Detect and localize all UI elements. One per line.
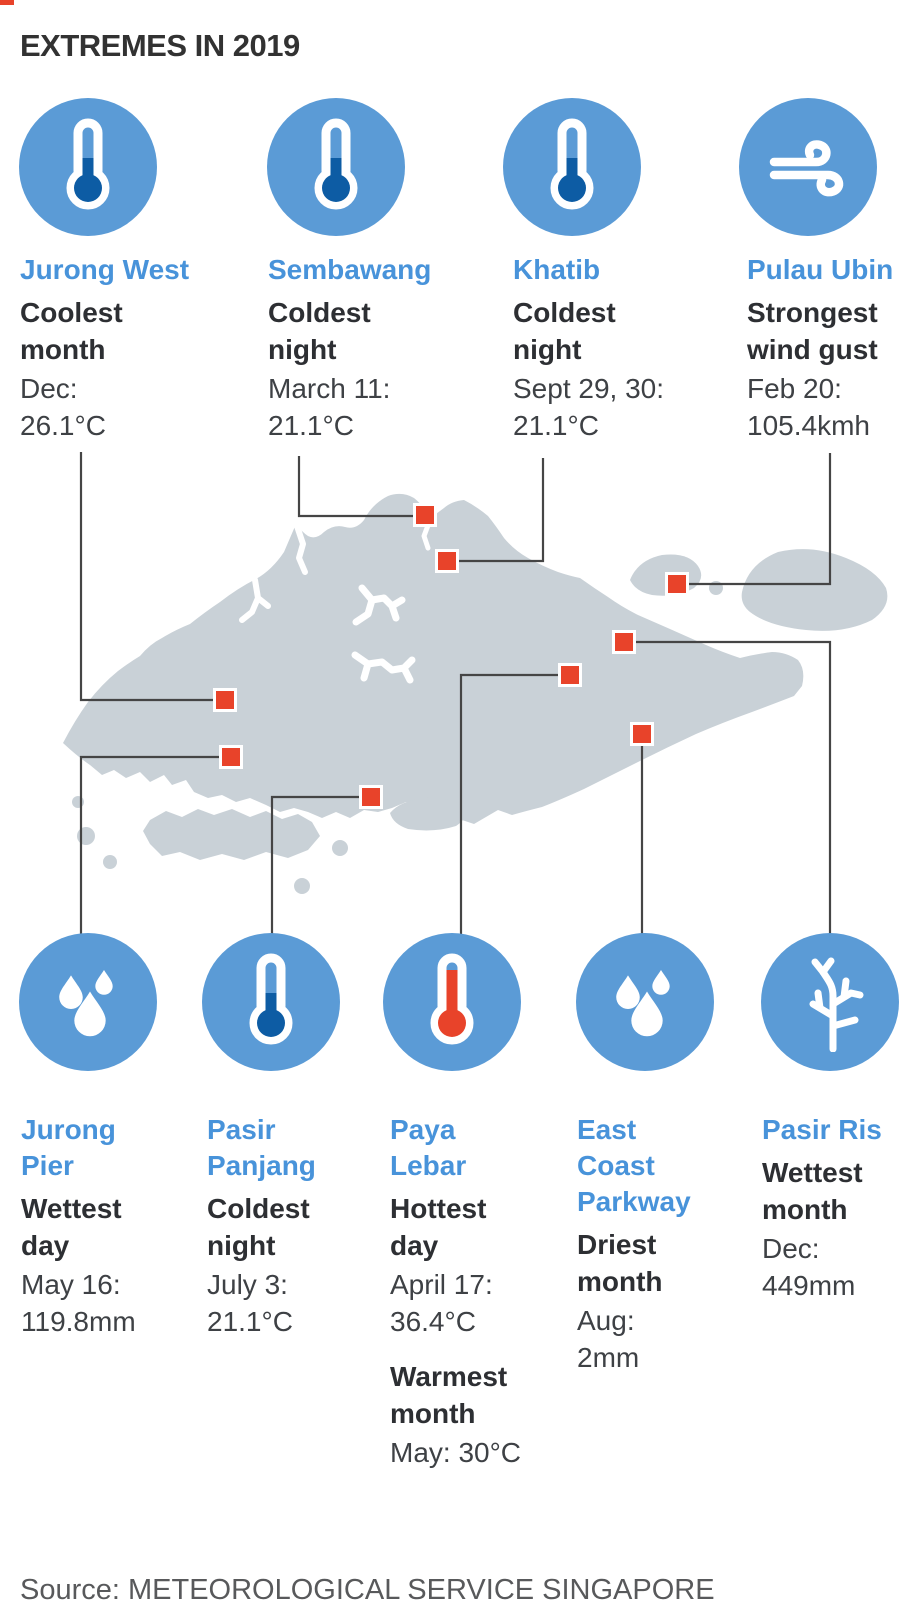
marker-sembawang: [413, 503, 437, 527]
marker-jurong-west: [213, 688, 237, 712]
stat-label: Driest month: [577, 1229, 663, 1297]
card-pasir-ris: Pasir Ris Wettest month Dec: 449mm: [762, 1112, 917, 1304]
thermometer-hot-icon: [430, 953, 474, 1045]
connector-pulau-ubin: [677, 453, 832, 586]
map-mainland: [63, 493, 804, 824]
stat-label-2: Warmest month: [390, 1361, 508, 1429]
connector-sembawang: [297, 456, 425, 518]
stat-label: Coolest month: [20, 297, 123, 365]
connector-pasir-ris: [624, 640, 832, 937]
map-islet: [103, 855, 117, 869]
thermometer-cold-icon: [66, 118, 110, 210]
stat-value: May 16: 119.8mm: [21, 1269, 136, 1337]
card-east-coast-parkway: East Coast Parkway Driest month Aug: 2mm: [577, 1112, 757, 1376]
stat-value: Feb 20: 105.4kmh: [747, 373, 870, 441]
marker-east-coast-parkway: [630, 722, 654, 746]
stat-value: Aug: 2mm: [577, 1305, 640, 1373]
location-name: Jurong West: [20, 254, 190, 285]
icon-circle-pasir-panjang: [202, 933, 340, 1071]
card-pulau-ubin: Pulau Ubin Strongest wind gust Feb 20: 1…: [747, 252, 920, 444]
map-islet: [332, 840, 348, 856]
connector-paya-lebar: [459, 673, 570, 937]
icon-circle-pulau-ubin: [739, 98, 877, 236]
icon-circle-east-coast-parkway: [576, 933, 714, 1071]
card-jurong-pier: Jurong Pier Wettest day May 16: 119.8mm: [21, 1112, 196, 1340]
location-name: Paya Lebar: [390, 1114, 467, 1181]
source-credit: Source: METEOROLOGICAL SERVICE SINGAPORE…: [20, 1518, 715, 1601]
connector-jurong-west: [79, 452, 225, 702]
map-reservoirs: [177, 517, 433, 684]
location-name: Pasir Panjang: [207, 1114, 316, 1181]
location-name: Pulau Ubin: [747, 254, 894, 285]
marker-khatib: [435, 549, 459, 573]
icon-circle-pasir-ris: [761, 933, 899, 1071]
thermometer-cold-icon: [550, 118, 594, 210]
map-islet: [77, 827, 95, 845]
card-pasir-panjang: Pasir Panjang Coldest night July 3: 21.1…: [207, 1112, 377, 1340]
map-island-tekong: [741, 549, 888, 631]
location-name: Pasir Ris: [762, 1114, 882, 1145]
marker-pulau-ubin: [665, 572, 689, 596]
marker-paya-lebar: [558, 663, 582, 687]
icon-circle-khatib: [503, 98, 641, 236]
stat-value: Dec: 26.1°C: [20, 373, 106, 441]
location-name: Sembawang: [268, 254, 432, 285]
location-name: East Coast Parkway: [577, 1114, 691, 1217]
stat-value: Dec: 449mm: [762, 1233, 856, 1301]
map-island-jurong: [143, 809, 320, 860]
raindrops-icon: [616, 969, 670, 1037]
stat-value: March 11: 21.1°C: [268, 373, 391, 441]
card-sembawang: Sembawang Coldest night March 11: 21.1°C: [268, 252, 483, 444]
stat-value-2: May: 30°C: [390, 1437, 522, 1468]
stat-value: July 3: 21.1°C: [207, 1269, 293, 1337]
card-khatib: Khatib Coldest night Sept 29, 30: 21.1°C: [513, 252, 723, 444]
raindrops-icon: [59, 969, 113, 1037]
card-paya-lebar: Paya Lebar Hottest day April 17: 36.4°C …: [390, 1112, 565, 1471]
page-title: EXTREMES IN 2019: [20, 28, 300, 63]
connector-lines: [79, 452, 832, 937]
connector-khatib: [447, 458, 545, 563]
card-jurong-west: Jurong West Coolest month Dec: 26.1°C: [20, 252, 245, 444]
stat-label: Hottest day: [390, 1193, 487, 1261]
icon-circle-jurong-pier: [19, 933, 157, 1071]
stat-label: Coldest night: [268, 297, 371, 365]
connector-jurong-pier: [79, 755, 231, 937]
red-corner-accent: [0, 0, 14, 5]
marker-jurong-pier: [219, 745, 243, 769]
map-islet: [294, 878, 310, 894]
source-line: Source: METEOROLOGICAL SERVICE SINGAPORE: [20, 1574, 715, 1601]
location-name: Jurong Pier: [21, 1114, 116, 1181]
thermometer-cold-icon: [249, 953, 293, 1045]
icon-circle-jurong-west: [19, 98, 157, 236]
stat-label: Wettest month: [762, 1157, 863, 1225]
stat-label: Coldest night: [207, 1193, 310, 1261]
stat-label: Coldest night: [513, 297, 616, 365]
map-island-sentosa: [390, 797, 466, 831]
icon-circle-sembawang: [267, 98, 405, 236]
marker-pasir-ris: [612, 630, 636, 654]
location-name: Khatib: [513, 254, 601, 285]
map-markers: [213, 503, 689, 809]
connector-pasir-panjang: [270, 795, 371, 937]
marker-pasir-panjang: [359, 785, 383, 809]
map-islet: [72, 796, 84, 808]
icon-circle-paya-lebar: [383, 933, 521, 1071]
stat-value: April 17: 36.4°C: [390, 1269, 493, 1337]
stat-label: Strongest wind gust: [747, 297, 878, 365]
singapore-map: [0, 440, 920, 940]
stat-label: Wettest day: [21, 1193, 122, 1261]
wind-icon: [769, 140, 844, 197]
stat-value: Sept 29, 30: 21.1°C: [513, 373, 665, 441]
thermometer-cold-icon: [314, 118, 358, 210]
bare-tree-icon: [809, 957, 864, 1052]
